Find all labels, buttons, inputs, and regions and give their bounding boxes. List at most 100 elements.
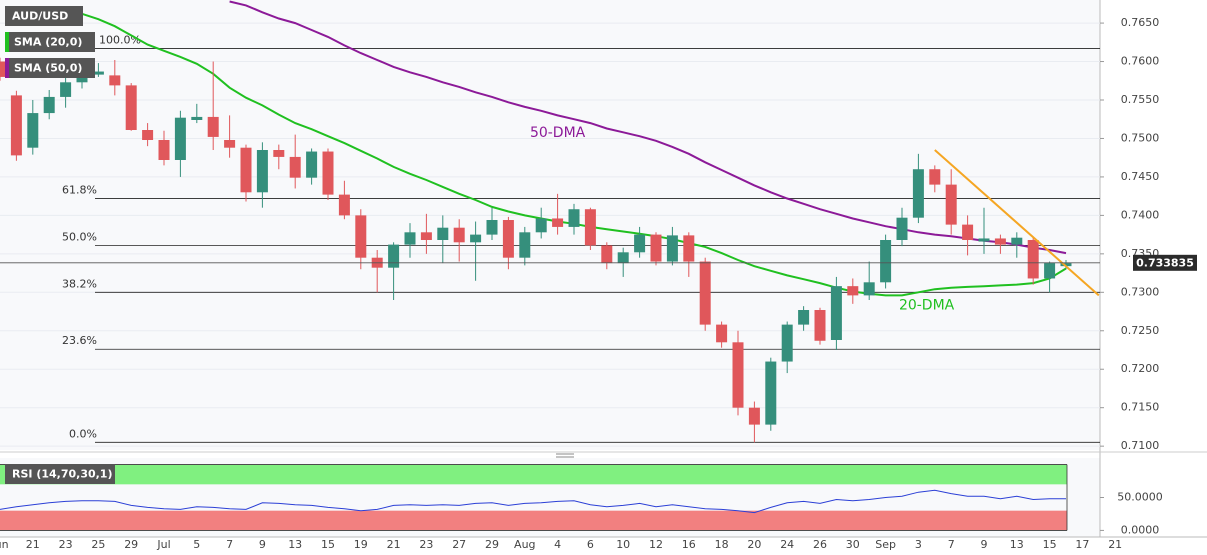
rsi-tick-label: 0.0000 <box>1121 523 1160 536</box>
x-tick-label: Aug <box>514 538 535 551</box>
fib-label: 100.0% <box>99 33 141 46</box>
candle-body <box>634 234 646 253</box>
candle-body <box>978 238 990 242</box>
x-tick-label: Jun <box>0 538 9 551</box>
candle-body <box>601 245 613 264</box>
candle-body <box>716 324 728 343</box>
candle-body <box>847 286 859 296</box>
candle-body <box>388 244 400 268</box>
candle-body <box>355 215 367 258</box>
x-tick-label: 30 <box>846 538 860 551</box>
x-tick-label: 21 <box>1108 538 1122 551</box>
x-tick-label: 9 <box>981 538 988 551</box>
candle-body <box>92 71 104 75</box>
candle-body <box>338 194 350 216</box>
rsi-pane <box>0 464 1068 531</box>
y-tick-label: 0.7300 <box>1121 285 1160 298</box>
candle-body <box>863 282 875 296</box>
x-tick-label: 27 <box>452 538 466 551</box>
fib-label: 0.0% <box>69 427 97 440</box>
legend-box[interactable] <box>5 58 95 78</box>
x-tick-label: 3 <box>915 538 922 551</box>
x-tick-label: 19 <box>354 538 368 551</box>
legend-label: SMA (20,0) <box>14 36 82 49</box>
y-tick-label: 0.7650 <box>1121 16 1160 29</box>
x-tick-label: 21 <box>26 538 40 551</box>
y-tick-label: 0.7500 <box>1121 131 1160 144</box>
x-tick-label: 13 <box>1010 538 1024 551</box>
legend: AUD/USD SMA (20,0) SMA (50,0) RSI (14,70… <box>5 6 115 484</box>
candle-body <box>962 224 974 240</box>
candle-body <box>256 150 268 193</box>
overbought-band <box>0 464 1067 485</box>
candle-body <box>732 342 744 408</box>
candle-body <box>650 234 662 262</box>
price-pane: 100.0% 61.8% 50.0% 38.2% 23.6% 0.0% 50-DMA 20-D… <box>0 0 1100 447</box>
candle-body <box>781 324 793 362</box>
x-tick-label: 23 <box>419 538 433 551</box>
candle-body <box>224 140 236 148</box>
trendline <box>934 149 1100 297</box>
candle-body <box>683 235 695 262</box>
candle-body <box>1044 263 1056 279</box>
x-tick-label: 15 <box>1043 538 1057 551</box>
x-tick-label: Sep <box>875 538 896 551</box>
x-tick-label: 23 <box>59 538 73 551</box>
candle-body <box>453 227 465 243</box>
candle-body <box>617 252 629 264</box>
candle-body <box>912 169 924 218</box>
candle-body <box>699 261 711 325</box>
candle-body <box>174 117 186 160</box>
y-tick-label: 0.7400 <box>1121 208 1160 221</box>
x-tick-label: 12 <box>649 538 663 551</box>
legend-box[interactable] <box>5 6 83 26</box>
rsi-line <box>0 489 1066 514</box>
candle-body <box>207 116 219 137</box>
candle-body <box>502 220 514 258</box>
legend-box[interactable] <box>5 32 95 52</box>
x-tick-label: 15 <box>321 538 335 551</box>
x-tick-label: 7 <box>226 538 233 551</box>
candle-body <box>306 151 318 178</box>
legend-box[interactable] <box>5 464 115 484</box>
x-tick-label: 5 <box>193 538 200 551</box>
candle-body <box>240 147 252 193</box>
last-price-box <box>1133 254 1197 271</box>
candle-body <box>0 61 6 77</box>
x-tick-label: 17 <box>1075 538 1089 551</box>
x-tick-label: 9 <box>259 538 266 551</box>
last-price-label: 0.733835 <box>1136 256 1194 269</box>
x-tick-label: 29 <box>124 538 138 551</box>
candle-body <box>748 407 760 425</box>
x-tick-label: 13 <box>288 538 302 551</box>
x-tick-label: 16 <box>682 538 696 551</box>
annotation: 20-DMA <box>899 297 955 313</box>
legend-title: AUD/USD <box>12 10 68 23</box>
x-tick-label: 25 <box>91 538 105 551</box>
legend-swatch <box>5 58 9 78</box>
y-tick-label: 0.7550 <box>1121 93 1160 106</box>
candle-body <box>273 150 285 157</box>
candle-body <box>76 74 88 83</box>
x-tick-label: 18 <box>715 538 729 551</box>
candle-body <box>486 220 498 235</box>
candle-body <box>27 113 39 148</box>
divider-handle[interactable] <box>556 453 574 458</box>
candle-body <box>880 240 892 283</box>
candle-body <box>420 232 432 240</box>
x-tick-label: 10 <box>616 538 630 551</box>
x-tick-label: 26 <box>813 538 827 551</box>
x-tick-label: 29 <box>485 538 499 551</box>
candle-body <box>60 82 72 97</box>
candle-body <box>929 169 941 185</box>
legend-swatch <box>5 32 9 52</box>
sma-line <box>65 9 1067 297</box>
y-tick-label: 0.7450 <box>1121 170 1160 183</box>
fib-label: 38.2% <box>62 277 97 290</box>
candle-body <box>10 95 22 156</box>
candle-body <box>519 232 531 258</box>
candle-body <box>404 232 416 245</box>
candle-body <box>142 130 154 140</box>
candle-body <box>1011 237 1023 245</box>
